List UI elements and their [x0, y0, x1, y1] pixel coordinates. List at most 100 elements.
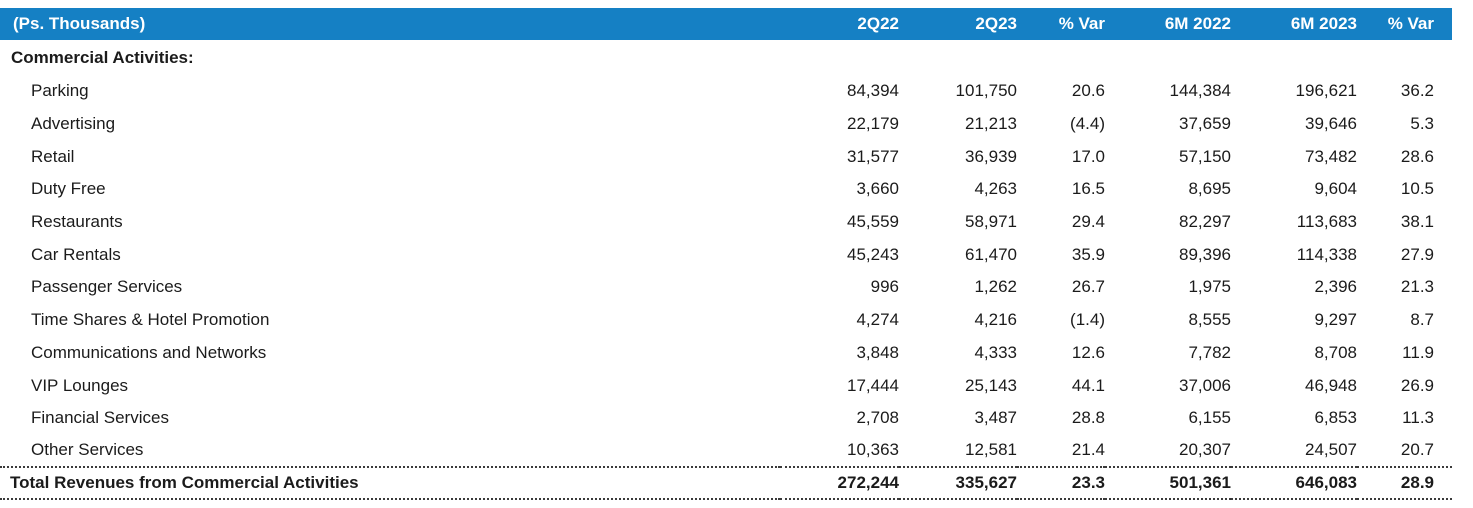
table-cell: 8,695	[1188, 179, 1231, 199]
table-cell: 996	[870, 277, 899, 297]
table-cell: 16.5	[1071, 179, 1105, 199]
table-cell: 89,396	[1179, 244, 1231, 264]
table-cell: 6,155	[1188, 408, 1231, 428]
table-row: Restaurants 45,559 58,971 29.4 82,297 11…	[0, 206, 1452, 239]
table-cell: 35.9	[1071, 244, 1105, 264]
unit-label: (Ps. Thousands)	[0, 8, 780, 40]
total-cell: 646,083	[1231, 466, 1357, 501]
table-row: Parking 84,394 101,750 20.6 144,384 196,…	[0, 75, 1452, 108]
column-header-pct-var-6m: % Var	[1357, 8, 1452, 40]
row-label: Parking	[31, 81, 89, 101]
table-cell: 36.2	[1400, 81, 1434, 101]
row-label: Car Rentals	[31, 244, 121, 264]
total-cell: 335,627	[899, 466, 1017, 501]
table-cell: 6,853	[1314, 408, 1357, 428]
total-cell: 501,361	[1105, 466, 1231, 501]
table-cell: 9,604	[1314, 179, 1357, 199]
table-cell: 1,975	[1188, 277, 1231, 297]
table-row: Other Services 10,363 12,581 21.4 20,307…	[0, 435, 1452, 468]
table-cell: 25,143	[965, 375, 1017, 395]
table-cell: 45,559	[847, 212, 899, 232]
table-cell: 61,470	[965, 244, 1017, 264]
table-cell: 4,216	[974, 310, 1017, 330]
table-cell: 26.7	[1071, 277, 1105, 297]
row-label: VIP Lounges	[31, 375, 129, 395]
table-cell: 20,307	[1179, 440, 1231, 460]
row-label: Other Services	[31, 440, 144, 460]
total-cell: 23.3	[1017, 466, 1105, 501]
table-cell: 1,262	[974, 277, 1017, 297]
table-cell: 2,708	[856, 408, 899, 428]
table-cell: 57,150	[1179, 146, 1231, 166]
table-cell: 28.8	[1071, 408, 1105, 428]
table-cell: 45,243	[847, 244, 899, 264]
table-cell: 20.6	[1071, 81, 1105, 101]
row-label: Communications and Networks	[31, 342, 267, 362]
column-header-6m-2023: 6M 2023	[1231, 8, 1357, 40]
table-header-row: (Ps. Thousands) 2Q22 2Q23 % Var 6M 2022 …	[0, 8, 1452, 40]
table-cell: 11.9	[1402, 342, 1434, 362]
section-header-label: Commercial Activities:	[11, 47, 194, 67]
table-cell: 22,179	[847, 114, 899, 134]
section-header-row: Commercial Activities:	[0, 40, 1452, 75]
table-cell: 8.7	[1410, 310, 1434, 330]
table-cell: 3,848	[856, 342, 899, 362]
table-row: VIP Lounges 17,444 25,143 44.1 37,006 46…	[0, 369, 1452, 402]
table-cell: 5.3	[1410, 114, 1434, 134]
table-cell: 9,297	[1314, 310, 1357, 330]
column-header-2q22: 2Q22	[780, 8, 899, 40]
table-cell: 27.9	[1400, 244, 1434, 264]
row-label: Retail	[31, 146, 75, 166]
table-row: Duty Free 3,660 4,263 16.5 8,695 9,604 1…	[0, 173, 1452, 206]
table-cell: 17.0	[1071, 146, 1105, 166]
table-cell: 196,621	[1295, 81, 1357, 101]
table-cell: 8,708	[1314, 342, 1357, 362]
table-cell: 58,971	[965, 212, 1017, 232]
commercial-activities-table: (Ps. Thousands) 2Q22 2Q23 % Var 6M 2022 …	[0, 8, 1452, 501]
table-cell: 10,363	[847, 440, 899, 460]
table-cell: 36,939	[965, 146, 1017, 166]
table-row: Advertising 22,179 21,213 (4.4) 37,659 3…	[0, 108, 1452, 141]
table-cell: 37,659	[1179, 114, 1231, 134]
table-cell: 12.6	[1071, 342, 1105, 362]
table-cell: 21,213	[965, 114, 1017, 134]
table-cell: 17,444	[847, 375, 899, 395]
table-cell: 12,581	[965, 440, 1017, 460]
row-label: Advertising	[31, 114, 116, 134]
table-row: Car Rentals 45,243 61,470 35.9 89,396 11…	[0, 238, 1452, 271]
table-cell: 39,646	[1305, 114, 1357, 134]
table-cell: 4,274	[856, 310, 899, 330]
table-cell: (4.4)	[1070, 114, 1105, 134]
table-cell: 29.4	[1071, 212, 1105, 232]
table-row: Time Shares & Hotel Promotion 4,274 4,21…	[0, 304, 1452, 337]
table-cell: 2,396	[1314, 277, 1357, 297]
total-cell: 272,244	[780, 466, 899, 501]
table-row: Retail 31,577 36,939 17.0 57,150 73,482 …	[0, 140, 1452, 173]
row-label: Passenger Services	[31, 277, 183, 297]
table-cell: 31,577	[847, 146, 899, 166]
table-cell: 3,487	[974, 408, 1017, 428]
table-cell: 26.9	[1400, 375, 1434, 395]
table-cell: 21.3	[1400, 277, 1434, 297]
table-cell: 37,006	[1179, 375, 1231, 395]
row-label: Time Shares & Hotel Promotion	[31, 310, 270, 330]
table-cell: 73,482	[1305, 146, 1357, 166]
table-row: Communications and Networks 3,848 4,333 …	[0, 337, 1452, 370]
table-cell: 82,297	[1179, 212, 1231, 232]
table-cell: 38.1	[1400, 212, 1434, 232]
table-cell: 21.4	[1071, 440, 1105, 460]
table-cell: 3,660	[856, 179, 899, 199]
table-cell: (1.4)	[1070, 310, 1105, 330]
table-cell: 8,555	[1188, 310, 1231, 330]
table-cell: 101,750	[955, 81, 1017, 101]
table-row: Financial Services 2,708 3,487 28.8 6,15…	[0, 402, 1452, 435]
column-header-2q23: 2Q23	[899, 8, 1017, 40]
table-cell: 46,948	[1305, 375, 1357, 395]
table-row: Passenger Services 996 1,262 26.7 1,975 …	[0, 271, 1452, 304]
table-cell: 44.1	[1071, 375, 1105, 395]
row-label: Financial Services	[31, 408, 169, 428]
table-cell: 11.3	[1402, 408, 1434, 428]
table-cell: 20.7	[1400, 440, 1434, 460]
table-cell: 7,782	[1188, 342, 1231, 362]
table-cell: 84,394	[847, 81, 899, 101]
